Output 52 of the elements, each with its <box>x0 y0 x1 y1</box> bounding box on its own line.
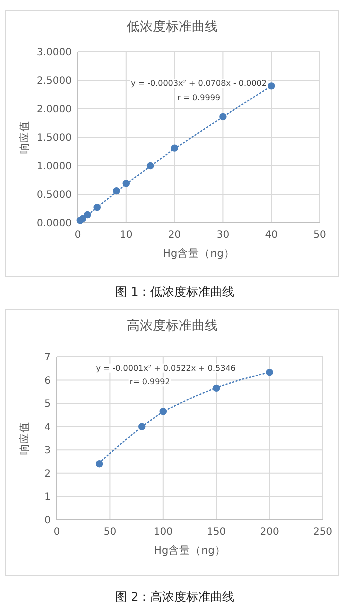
chart-title: 高浓度标准曲线 <box>127 318 218 334</box>
annotation: y = -0.0001x² + 0.0522x + 0.5346 <box>96 364 236 373</box>
point <box>96 460 104 468</box>
x-axis-title: Hg含量（ng） <box>163 247 235 260</box>
chart-title: 低浓度标准曲线 <box>127 19 218 35</box>
y-axis-title: 响应值 <box>18 422 31 455</box>
x-tick-label: 200 <box>260 527 280 538</box>
x-axis-title: Hg含量（ng） <box>154 544 226 557</box>
x-tick-label: 50 <box>314 230 326 241</box>
point <box>266 369 274 376</box>
annotation: r= 0.9992 <box>130 378 170 387</box>
annotation: r = 0.9999 <box>177 94 221 103</box>
point <box>171 144 178 152</box>
x-tick-label: 250 <box>313 527 333 538</box>
point <box>113 187 120 195</box>
y-axis-title: 响应值 <box>18 121 31 154</box>
point <box>84 211 92 219</box>
x-tick-label: 20 <box>168 230 182 241</box>
x-tick-label: 30 <box>216 230 230 241</box>
y-tick-label: 2.0000 <box>37 104 72 116</box>
point <box>94 204 101 212</box>
y-tick-label: 0 <box>44 516 51 526</box>
y-tick-label: 3.0000 <box>37 48 72 58</box>
caption: 图 1：低浓度标准曲线 <box>115 285 235 299</box>
x-tick-label: 0 <box>74 230 82 241</box>
point <box>79 215 86 223</box>
x-tick-label: 10 <box>120 230 133 241</box>
y-tick-label: 1.5000 <box>37 133 72 144</box>
y-tick-label: 1 <box>44 492 51 504</box>
x-tick-label: 50 <box>104 527 117 538</box>
point <box>213 384 220 392</box>
y-tick-label: 0.0000 <box>37 218 72 230</box>
point <box>160 408 167 416</box>
point <box>122 180 130 188</box>
y-tick-label: 5 <box>44 399 51 410</box>
y-tick-label: 6 <box>44 376 51 387</box>
x-tick-label: 150 <box>207 527 226 538</box>
annotation: y = -0.0003x² + 0.0708x - 0.0002 <box>131 79 267 88</box>
y-tick-label: 2.5000 <box>37 76 72 87</box>
x-tick-label: 40 <box>265 230 278 241</box>
point <box>268 82 276 90</box>
point <box>138 423 146 430</box>
point <box>220 113 227 121</box>
x-tick-label: 100 <box>154 527 173 538</box>
y-tick-label: 7 <box>44 352 51 364</box>
y-tick-label: 0.5000 <box>37 190 72 201</box>
caption: 图 2：高浓度标准曲线 <box>115 590 235 604</box>
y-tick-label: 4 <box>44 422 51 434</box>
y-tick-label: 3 <box>44 446 51 457</box>
y-tick-label: 1.0000 <box>37 162 72 172</box>
point <box>147 162 154 170</box>
y-tick-label: 2 <box>44 468 51 480</box>
